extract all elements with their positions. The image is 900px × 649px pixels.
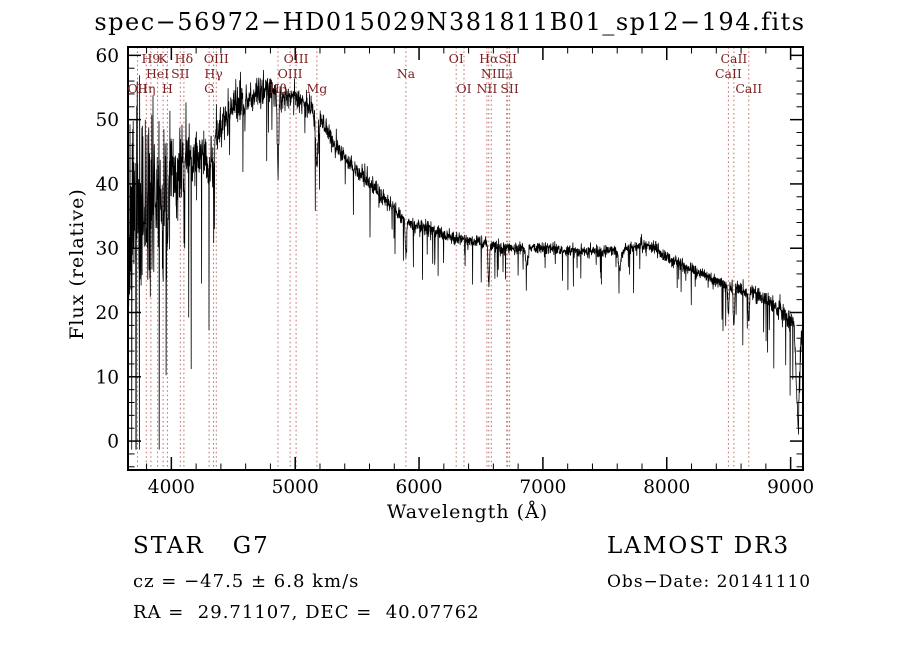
- spectral-line-label: OIII: [204, 51, 229, 66]
- spectral-line-label: Li: [501, 66, 513, 81]
- spectral-line-label: H: [162, 81, 173, 96]
- spectral-line-label: OII: [127, 81, 147, 96]
- x-axis-tick-label: 9000: [767, 477, 814, 498]
- x-axis-tick-label: 4000: [148, 477, 195, 498]
- spectral-line-label: K: [158, 51, 168, 66]
- y-axis-tick-label: 30: [95, 239, 119, 260]
- spectral-line-label: NII: [481, 66, 502, 81]
- spectral-line-label: Mg: [306, 81, 327, 96]
- spectral-line-label: Hβ: [269, 81, 287, 96]
- x-axis-tick-label: 7000: [519, 477, 566, 498]
- spectral-line-label: OIII: [284, 51, 309, 66]
- x-axis-label: Wavelength (Å): [386, 501, 549, 523]
- cz-velocity-text: cz = −47.5 ± 6.8 km/s: [133, 571, 360, 592]
- x-axis-tick-label: 5000: [272, 477, 319, 498]
- spectral-line-label: OIII: [278, 66, 303, 81]
- y-axis-tick-label: 60: [95, 46, 119, 67]
- spectral-line-label: H9: [141, 51, 160, 66]
- spectral-line-label: NII: [476, 81, 497, 96]
- spectral-line-label: G: [204, 81, 214, 96]
- spectral-line-label: Hα: [479, 51, 499, 66]
- spectral-line-label: CaII: [735, 81, 762, 96]
- y-axis-tick-label: 0: [107, 432, 119, 453]
- y-axis-tick-label: 20: [95, 303, 119, 324]
- spectral-line-label: Hδ: [175, 51, 193, 66]
- spectral-line-label: HeI: [146, 66, 169, 81]
- spectral-line-label: Na: [397, 66, 416, 81]
- spectral-line-label: SII: [500, 81, 519, 96]
- x-axis-tick-label: 6000: [396, 477, 443, 498]
- classification-text: STAR G7: [133, 533, 270, 559]
- spectral-line-label: SII: [498, 51, 517, 66]
- y-axis-tick-label: 10: [95, 367, 119, 388]
- plot-title: spec−56972−HD015029N381811B01_sp12−194.f…: [94, 8, 806, 36]
- spectral-line-label: Hγ: [204, 66, 222, 81]
- spectral-line-label: OI: [456, 81, 471, 96]
- spectral-line-label: SII: [171, 66, 190, 81]
- spectrum-trace: [128, 50, 803, 450]
- obs-date-text: Obs−Date: 20141110: [607, 572, 812, 592]
- y-axis-tick-label: 40: [95, 174, 119, 195]
- spectral-line-label: CaII: [715, 66, 742, 81]
- plot-frame: [127, 46, 804, 471]
- y-axis-label: Flux (relative): [66, 188, 88, 340]
- ra-dec-text: RA = 29.71107, DEC = 40.07762: [133, 602, 480, 623]
- spectral-line-label: Hη: [137, 81, 155, 96]
- survey-release-text: LAMOST DR3: [607, 533, 791, 559]
- x-axis-tick-label: 8000: [643, 477, 690, 498]
- spectral-line-label: CaII: [720, 51, 747, 66]
- y-axis-tick-label: 50: [95, 110, 119, 131]
- spectral-line-label: OI: [449, 51, 464, 66]
